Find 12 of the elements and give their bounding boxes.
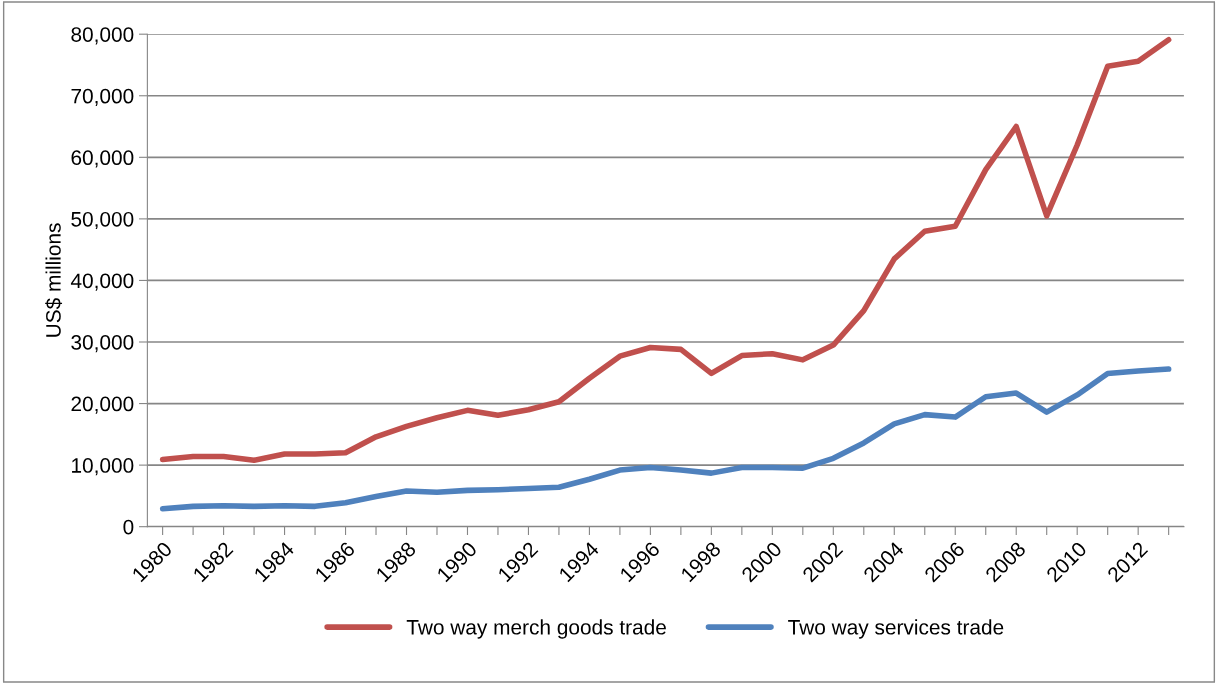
y-tick-label: 40,000 (70, 273, 134, 291)
y-tick-label: 50,000 (71, 211, 134, 230)
y-axis-title: US$ millions (45, 223, 63, 337)
y-tick-label: 20,000 (71, 396, 134, 414)
legend-label: Two way services trade (788, 619, 1004, 639)
y-tick-label: 30,000 (71, 335, 134, 353)
y-tick-label: 0 (123, 519, 134, 535)
y-tick-label: 60,000 (71, 150, 134, 168)
y-tick-label: 70,000 (71, 88, 134, 106)
y-tick-label: 10,000 (72, 458, 134, 476)
legend-label: Two way merch goods trade (406, 619, 666, 639)
y-tick-label: 80,000 (71, 27, 134, 45)
